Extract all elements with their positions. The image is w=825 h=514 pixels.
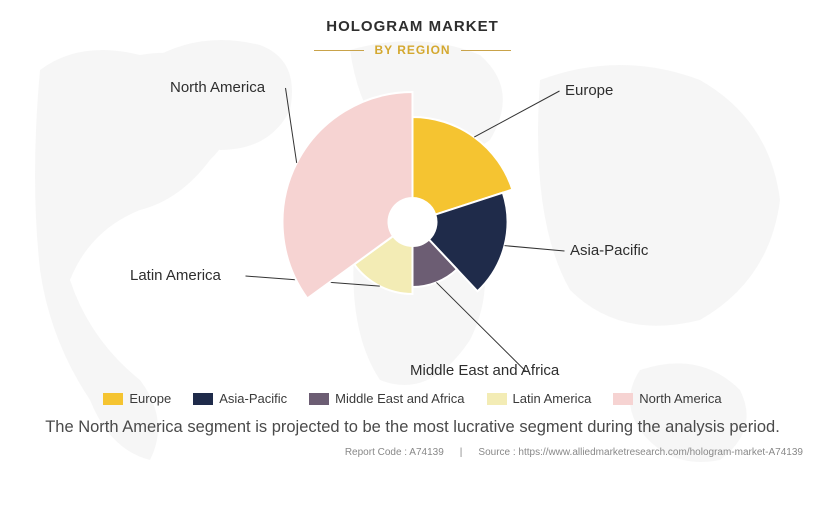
legend-swatch <box>193 393 213 405</box>
leader-line <box>474 91 559 137</box>
caption-text: The North America segment is projected t… <box>0 418 825 437</box>
report-code: Report Code : A74139 <box>345 447 444 458</box>
legend-item-europe: Europe <box>103 391 171 406</box>
divider-left <box>314 50 364 51</box>
polar-area-chart: Europe Asia-Pacific Middle East and Africa… <box>0 57 825 387</box>
chart-title: HOLOGRAM MARKET <box>0 0 825 35</box>
chart-subtitle: BY REGION <box>374 43 450 57</box>
legend-swatch <box>103 393 123 405</box>
legend-item-middle-east-and-africa: Middle East and Africa <box>309 391 464 406</box>
leader-line <box>285 88 296 163</box>
legend-label: Latin America <box>513 391 592 406</box>
legend-item-north-america: North America <box>613 391 721 406</box>
legend-swatch <box>613 393 633 405</box>
legend-label: Middle East and Africa <box>335 391 464 406</box>
legend-swatch <box>487 393 507 405</box>
footer-divider: | <box>460 447 463 458</box>
source-text: Source : https://www.alliedmarketresearc… <box>478 447 803 458</box>
divider-right <box>461 50 511 51</box>
legend-swatch <box>309 393 329 405</box>
legend-label: Asia-Pacific <box>219 391 287 406</box>
legend-label: North America <box>639 391 721 406</box>
legend-item-asia-pacific: Asia-Pacific <box>193 391 287 406</box>
slice-label-north-america: North America <box>170 79 265 96</box>
slice-label-latin-america: Latin America <box>130 267 221 284</box>
legend-item-latin-america: Latin America <box>487 391 592 406</box>
slice-label-asia-pacific: Asia-Pacific <box>570 242 648 259</box>
leader-line <box>504 246 564 251</box>
slice-label-middle-east-and-africa: Middle East and Africa <box>410 362 559 379</box>
footer: Report Code : A74139 | Source : https://… <box>0 437 825 458</box>
legend: Europe Asia-Pacific Middle East and Africa… <box>0 391 825 406</box>
slice-label-europe: Europe <box>565 82 613 99</box>
legend-label: Europe <box>129 391 171 406</box>
chart-svg <box>0 57 825 387</box>
inner-hole <box>388 198 436 246</box>
leader-line <box>436 282 525 371</box>
subtitle-row: BY REGION <box>0 43 825 57</box>
